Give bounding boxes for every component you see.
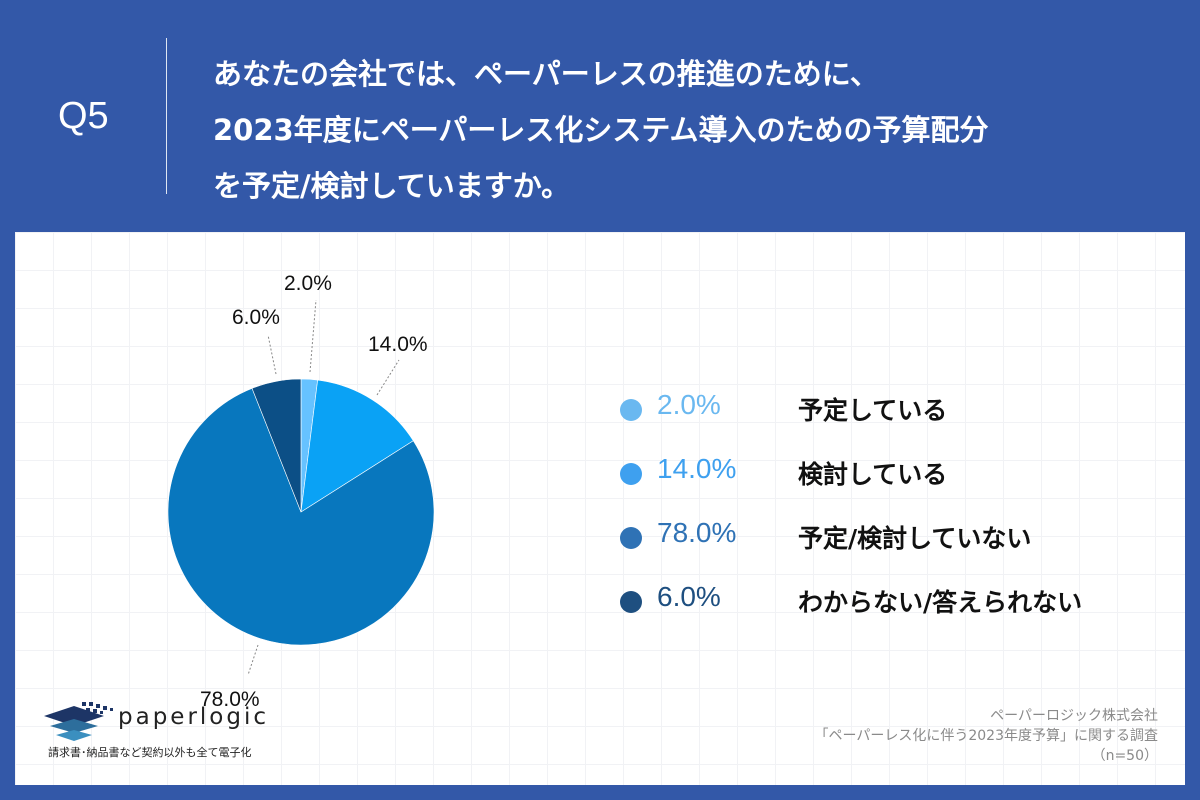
paperlogic-logo-icon [44,702,113,741]
question-number: Q5 [58,95,109,137]
leader-line-unknown [267,334,277,375]
source-note: ペーパーロジック株式会社 「ペーパーレス化に伴う2023年度予算」に関する調査 … [815,706,1159,766]
legend-label: 予定している [798,396,948,425]
source-company: ペーパーロジック株式会社 [990,708,1158,724]
legend-label: 予定/検討していない [798,524,1032,553]
legend-item-unknown: 6.0% わからない/答えられない [605,574,1165,624]
title-line-1: あなたの会社では、ペーパーレスの推進のために、 [213,57,879,91]
legend-percent: 2.0% [657,389,721,420]
legend-percent: 14.0% [657,453,737,484]
legend-item-not: 78.0% 予定/検討していない [605,510,1165,560]
pie-slice-considering [300,379,414,513]
source-survey: 「ペーパーレス化に伴う2023年度予算」に関する調査 [814,728,1159,744]
title-line-2: 2023年度にペーパーレス化システム導入のための予算配分 [213,113,989,147]
header-divider [166,38,167,194]
legend-dot-icon [620,399,642,421]
legend-percent: 78.0% [657,517,737,548]
leader-line-not [247,644,259,676]
pie-label-unknown: 6.0% [232,306,280,329]
pie-slice-not [167,387,435,646]
paperlogic-logo: paperlogic [42,700,266,746]
pie-label-planned: 2.0% [284,272,332,295]
title-line-3: を予定/検討していますか。 [213,169,571,203]
legend-item-considering: 14.0% 検討している [605,446,1165,496]
leader-lines [247,299,400,676]
legend-dot-icon [620,591,642,613]
header: Q5 あなたの会社では、ペーパーレスの推進のために、 2023年度にペーパーレス… [0,0,1200,232]
leader-line-planned [309,299,317,373]
legend-dot-icon [620,527,642,549]
legend-percent: 6.0% [657,581,721,612]
pie-label-not: 78.0% [200,688,260,711]
legend-label: わからない/答えられない [798,588,1083,617]
logo-tagline: 請求書･納品書など契約以外も全て電子化 [48,746,252,759]
logo-wordmark: paperlogic [118,704,269,730]
pie-label-considering: 14.0% [368,333,428,356]
legend-item-planned: 2.0% 予定している [605,382,1165,432]
legend-dot-icon [620,463,642,485]
question-title: あなたの会社では、ペーパーレスの推進のために、 2023年度にペーパーレス化シス… [213,46,1173,214]
leader-line-considering [376,359,400,396]
legend-label: 検討している [798,460,948,489]
source-sample-size: （n=50） [1091,748,1158,764]
pie-slice-unknown [251,378,302,513]
